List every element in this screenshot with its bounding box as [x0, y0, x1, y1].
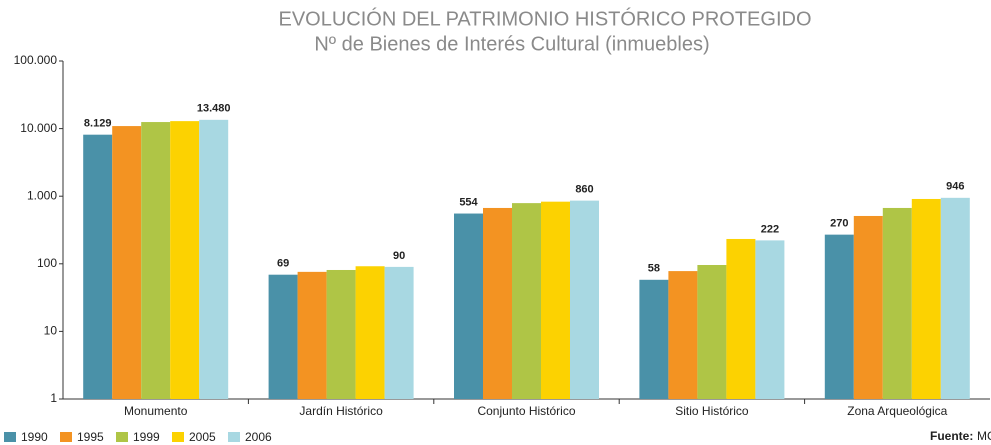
x-tick-label: Monumento: [124, 404, 188, 418]
bar: [268, 274, 298, 399]
value-label: 8.129: [84, 118, 112, 130]
legend-swatch: [172, 432, 184, 442]
bar: [326, 269, 356, 399]
value-label: 90: [393, 250, 405, 262]
y-tick-label: 10: [44, 324, 58, 338]
y-tick-label: 100: [37, 256, 57, 270]
bar: [355, 266, 385, 399]
x-tick-label: Jardín Histórico: [299, 404, 383, 418]
value-label: 69: [277, 258, 289, 270]
bar: [882, 207, 912, 399]
bar: [639, 279, 669, 399]
legend-label: 2006: [245, 430, 272, 444]
bar: [199, 119, 229, 400]
bar: [83, 134, 113, 399]
bar: [170, 121, 200, 399]
x-tick-label: Conjunto Histórico: [477, 404, 575, 418]
legend-label: 1990: [21, 430, 48, 444]
bar: [570, 200, 599, 399]
bar: [483, 207, 512, 399]
y-tick-label: 1: [50, 391, 57, 405]
legend-label: 2005: [189, 430, 216, 444]
source: MC: [977, 429, 991, 443]
bar: [824, 234, 854, 399]
bar: [911, 198, 941, 399]
y-tick-label: 100.000: [14, 53, 58, 67]
legend-swatch: [116, 432, 128, 442]
legend-swatch: [4, 432, 16, 442]
legend-swatch: [228, 432, 240, 442]
bar: [141, 122, 171, 399]
bar: [454, 213, 483, 399]
bar: [697, 264, 727, 399]
y-tick-label: 10.000: [20, 121, 57, 135]
legend-label: 1995: [77, 430, 104, 444]
value-label: 222: [761, 223, 779, 235]
legend-swatch: [60, 432, 72, 442]
value-label: 270: [830, 218, 848, 230]
bar: [541, 201, 570, 399]
legend-label: 1999: [133, 430, 160, 444]
bar: [512, 203, 541, 399]
value-label: 13.480: [197, 103, 231, 115]
value-label: 58: [648, 263, 660, 275]
chart-subtitle: Nº de Bienes de Interés Cultural (inmueb…: [314, 33, 709, 55]
bar: [297, 271, 327, 399]
bar: [668, 271, 698, 399]
chart-title: EVOLUCIÓN DEL PATRIMONIO HISTÓRICO PROTE…: [278, 7, 811, 30]
x-tick-label: Zona Arqueológica: [847, 404, 947, 418]
bar: [755, 240, 785, 399]
bar: [384, 266, 414, 399]
y-tick-label: 1.000: [27, 188, 57, 202]
value-label: 554: [459, 196, 478, 208]
bar: [112, 126, 142, 399]
bar: [853, 215, 883, 399]
source-label: Fuente:: [930, 429, 973, 443]
bar: [726, 238, 756, 399]
x-tick-label: Sitio Histórico: [675, 404, 749, 418]
value-label: 946: [946, 181, 964, 193]
value-label: 860: [575, 184, 593, 196]
bar: [940, 197, 970, 399]
